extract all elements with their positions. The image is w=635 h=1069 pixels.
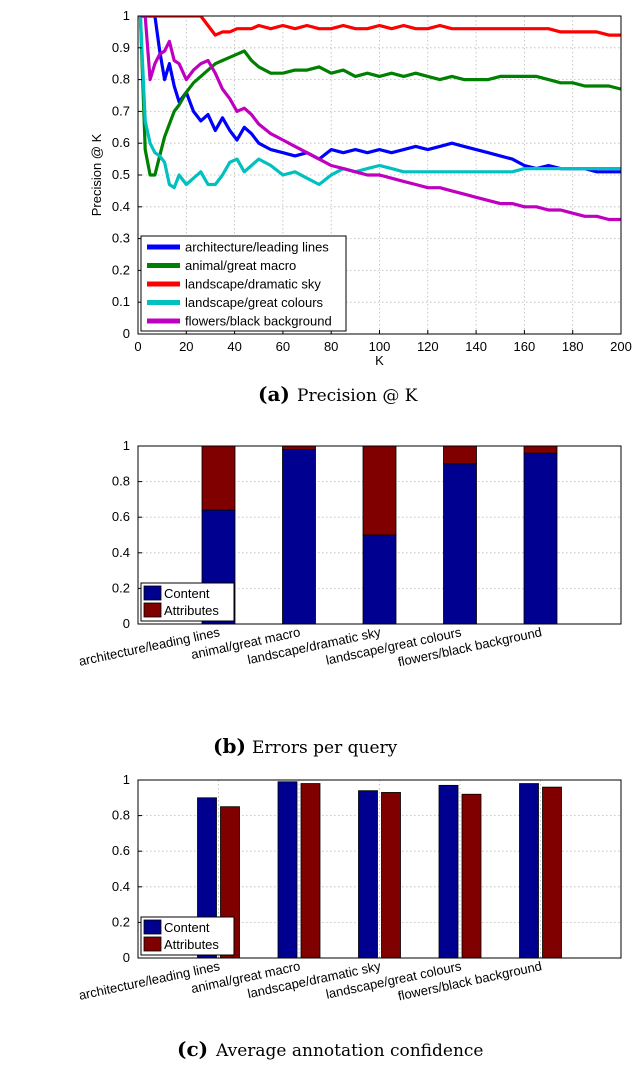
y-tick-label: 0.4 xyxy=(112,199,130,214)
precision-chart: 0 20 40 60 80 100 120 140 160 180 200 0 0.1 0.2 0.3 0.4… xyxy=(89,8,632,406)
bar xyxy=(543,787,562,958)
bar xyxy=(444,464,477,624)
bar xyxy=(524,446,557,453)
x-tick-label: 140 xyxy=(465,339,487,354)
y-tick-label: 0.8 xyxy=(112,808,130,823)
legend-label: Content xyxy=(164,920,210,935)
x-tick-label: 120 xyxy=(417,339,439,354)
y-tick-label: 0 xyxy=(123,616,130,631)
y-tick-label: 0.3 xyxy=(112,231,130,246)
legend-label: architecture/leading lines xyxy=(185,240,329,255)
legend-label: animal/great macro xyxy=(185,258,296,273)
legend-label: landscape/great colours xyxy=(185,295,324,310)
caption-letter: (b) xyxy=(213,734,246,758)
y-tick-label: 0.6 xyxy=(112,843,130,858)
y-tick-label: 0.7 xyxy=(112,103,130,118)
x-axis-label: K xyxy=(375,353,384,368)
legend-swatch xyxy=(144,937,161,951)
caption-letter: (c) xyxy=(177,1037,208,1061)
y-tick-label: 0.9 xyxy=(112,40,130,55)
bar xyxy=(283,446,316,450)
y-tick-label: 0 xyxy=(123,950,130,965)
y-tick-label: 0.4 xyxy=(112,879,130,894)
y-tick-label: 1 xyxy=(123,8,130,23)
bar xyxy=(444,446,477,464)
bar xyxy=(301,784,320,958)
legend-label: Attributes xyxy=(164,603,219,618)
caption-text: Precision @ K xyxy=(297,386,418,406)
x-tick-label: 80 xyxy=(324,339,338,354)
caption-letter: (a) xyxy=(258,382,290,406)
legend-swatch xyxy=(144,586,161,600)
bar xyxy=(520,784,539,958)
x-tick-label: 100 xyxy=(369,339,391,354)
x-tick-label: 0 xyxy=(134,339,141,354)
bar xyxy=(524,453,557,624)
y-tick-label: 0 xyxy=(123,326,130,341)
y-tick-label: 0.6 xyxy=(112,509,130,524)
y-axis-label: Precision @ K xyxy=(89,133,104,216)
bar xyxy=(363,535,396,624)
legend-label: landscape/dramatic sky xyxy=(185,277,321,292)
bar xyxy=(359,791,378,958)
y-tick-label: 0.8 xyxy=(112,474,130,489)
legend-label: flowers/black background xyxy=(185,314,332,329)
bar xyxy=(439,785,458,958)
y-tick-label: 1 xyxy=(123,438,130,453)
y-tick-label: 0.4 xyxy=(112,545,130,560)
x-tick-label: 160 xyxy=(514,339,536,354)
bar xyxy=(283,450,316,624)
y-tick-label: 0.2 xyxy=(112,262,130,277)
y-tick-label: 1 xyxy=(123,772,130,787)
bar xyxy=(363,446,396,535)
y-tick-label: 0.6 xyxy=(112,135,130,150)
y-tick-label: 0.8 xyxy=(112,72,130,87)
y-tick-label: 0.2 xyxy=(112,580,130,595)
x-tick-label: 20 xyxy=(179,339,193,354)
x-tick-label: 200 xyxy=(610,339,632,354)
legend-label: Content xyxy=(164,586,210,601)
y-tick-label: 0.5 xyxy=(112,167,130,182)
caption-text: Average annotation confidence xyxy=(215,1041,483,1061)
bar xyxy=(202,446,235,510)
legend-swatch xyxy=(144,920,161,934)
y-tick-label: 0.1 xyxy=(112,294,130,309)
bar xyxy=(382,792,401,958)
legend-swatch xyxy=(144,603,161,617)
x-tick-label: 180 xyxy=(562,339,584,354)
y-tick-label: 0.2 xyxy=(112,914,130,929)
x-tick-label: 40 xyxy=(227,339,241,354)
legend-label: Attributes xyxy=(164,937,219,952)
bar xyxy=(278,782,297,958)
caption-text: Errors per query xyxy=(252,738,398,758)
bar xyxy=(462,794,481,958)
x-tick-label: 60 xyxy=(276,339,290,354)
